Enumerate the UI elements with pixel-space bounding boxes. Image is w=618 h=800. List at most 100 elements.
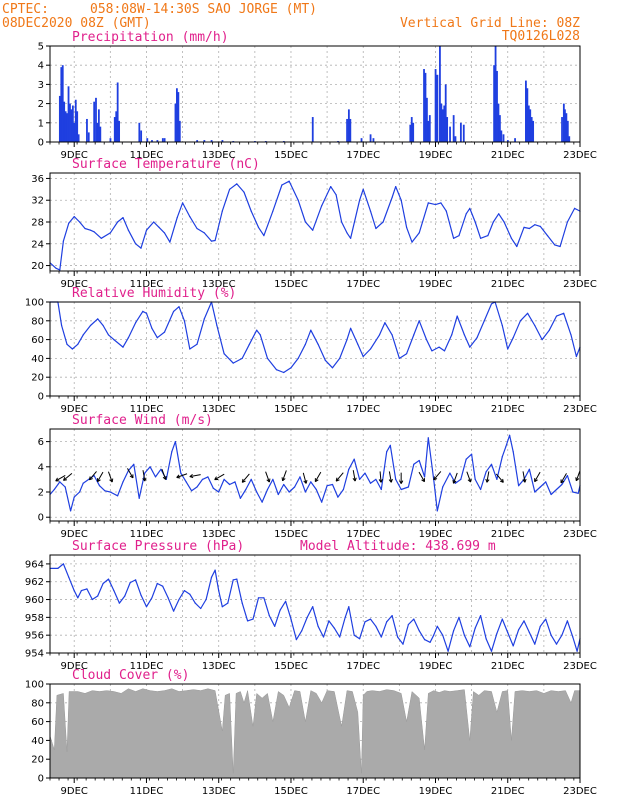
humidity-point [77, 343, 79, 345]
pressure-point [555, 643, 558, 645]
cloud-ytick-label: 40 [31, 736, 44, 747]
temperature-point [487, 235, 489, 237]
pressure-point [359, 638, 361, 640]
humidity-point [501, 324, 503, 327]
pressure-point [156, 582, 158, 585]
precip-xtick-label: 9DEC [61, 150, 88, 161]
precip-bar [452, 115, 455, 142]
cloud-ytick-label: 20 [31, 755, 44, 766]
pressure-point [80, 590, 82, 592]
wind-arrow [378, 471, 383, 483]
temperature-point [117, 221, 119, 223]
wind-point [288, 491, 290, 493]
precip-bar [99, 126, 102, 142]
wind-point [418, 459, 420, 462]
temperature-ytick-label: 28 [31, 218, 44, 229]
humidity-point [519, 320, 522, 322]
temperature-point [359, 199, 361, 201]
wind-point [283, 483, 285, 486]
pressure-xtick-label: 19DEC [419, 661, 453, 672]
precip-panel: Precipitation (mm/h) 0 1 2 3 4 5 9DEC 11DEC 13DEC… [38, 30, 597, 161]
humidity-point [555, 315, 558, 317]
temperature-ytick-label: 36 [31, 174, 44, 185]
pressure-point [322, 636, 325, 638]
humidity-point [297, 357, 299, 359]
pressure-ytick-label: 962 [25, 577, 44, 588]
humidity-point [369, 348, 372, 350]
precip-bar [63, 101, 66, 142]
pressure-frame [49, 554, 581, 654]
humidity-point [339, 357, 341, 359]
pressure-point [77, 597, 79, 599]
temperature-point [272, 210, 274, 212]
temperature-point [62, 240, 64, 242]
pressure-point [241, 602, 243, 604]
wind-arrow [96, 471, 104, 483]
pressure-point [433, 634, 435, 636]
pressure-ytick-label: 954 [25, 649, 44, 660]
humidity-xtick-label: 21DEC [491, 404, 525, 415]
temperature-point [445, 210, 447, 212]
humidity-point [483, 320, 485, 322]
wind-xtick-label: 11DEC [130, 529, 164, 540]
temperature-point [503, 221, 505, 223]
wind-point [342, 488, 344, 491]
precip-bar [146, 138, 149, 142]
cloud-area [49, 688, 581, 779]
precip-bar [441, 109, 444, 142]
pressure-ytick-label: 956 [25, 631, 44, 642]
temperature-point [382, 221, 384, 223]
temperature-point [546, 235, 549, 237]
temperature-point [263, 235, 265, 237]
temperature-ytick-label: 32 [31, 196, 44, 207]
precip-bar [66, 113, 68, 142]
wind-point [304, 491, 306, 493]
humidity-xtick-label: 15DEC [274, 404, 308, 415]
precip-bar [454, 136, 457, 142]
header-run-id: TQ0126L028 [502, 29, 580, 44]
pressure-xtick-label: 13DEC [202, 661, 236, 672]
cloud-xtick-label: 17DEC [346, 786, 380, 797]
pressure-point [306, 616, 308, 619]
precip-bar [177, 92, 180, 142]
pressure-point [576, 650, 578, 652]
humidity-point [398, 357, 400, 359]
precip-bar [86, 118, 88, 142]
pressure-xtick-label: 9DEC [61, 661, 88, 672]
humidity-ytick-label: 40 [31, 354, 44, 365]
precip-bar [116, 82, 119, 142]
temperature-point [559, 245, 561, 248]
header-location: 058:08W-14:30S SAO JORGE (MT) [90, 2, 317, 17]
precip-bar [496, 70, 498, 142]
precip-bar [494, 46, 497, 142]
temperature-point [176, 217, 178, 219]
wind-point [250, 478, 252, 480]
temperature-point [534, 224, 536, 226]
humidity-point [527, 312, 529, 314]
cloud-xtick-label: 11DEC [130, 786, 164, 797]
precip-bar [69, 103, 71, 142]
temperature-point [375, 227, 377, 230]
humidity-point [310, 329, 312, 331]
temperature-point [236, 183, 238, 185]
temperature-point [465, 213, 467, 215]
humidity-point [241, 357, 243, 359]
precip-xtick-label: 13DEC [202, 150, 236, 161]
wind-point [64, 486, 66, 488]
precip-bar [427, 120, 430, 142]
precip-ytick-label: 5 [38, 42, 44, 53]
temperature-point [250, 210, 252, 212]
wind-point [474, 478, 476, 480]
temperature-point [93, 231, 95, 233]
humidity-point [97, 318, 99, 320]
wind-point [299, 476, 301, 478]
wind-point [359, 478, 361, 480]
wind-point [490, 463, 493, 465]
pressure-ytick-label: 958 [25, 613, 44, 624]
pressure-point [386, 621, 388, 623]
precip-xtick-label: 23DEC [563, 150, 597, 161]
temperature-point [196, 227, 198, 230]
humidity-point [196, 343, 198, 345]
humidity-point [223, 353, 225, 355]
cloud-xtick-label: 19DEC [419, 786, 453, 797]
